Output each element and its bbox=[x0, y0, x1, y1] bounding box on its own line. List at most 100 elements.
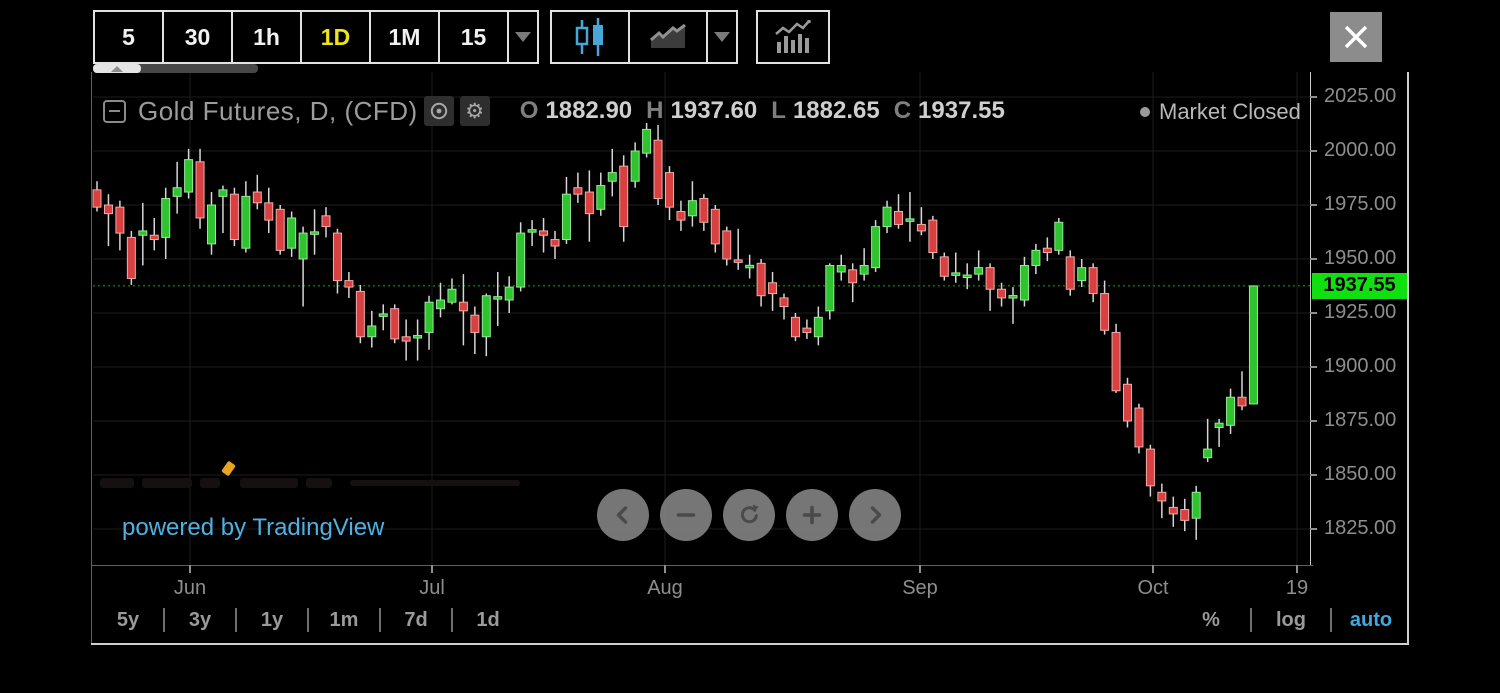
toolbar-scrollbar-handle[interactable] bbox=[93, 64, 141, 73]
candlestick-chart-button[interactable] bbox=[550, 10, 630, 64]
price-tick-label: 1875.00 bbox=[1324, 409, 1397, 431]
minus-icon bbox=[676, 513, 696, 517]
symbol-title: Gold Futures, D, (CFD) bbox=[138, 95, 418, 126]
time-axis[interactable]: Jun Jul Aug Sep Oct 19 bbox=[0, 565, 1410, 605]
scroll-left-button[interactable] bbox=[597, 489, 649, 541]
chevron-down-icon bbox=[515, 32, 531, 42]
low-label: L bbox=[771, 97, 786, 124]
area-chart-icon bbox=[650, 24, 686, 48]
price-tick-label: 1975.00 bbox=[1324, 193, 1397, 215]
time-tick-label: Aug bbox=[647, 577, 683, 599]
close-value: 1937.55 bbox=[918, 97, 1005, 124]
interval-button-30[interactable]: 30 bbox=[162, 10, 233, 64]
toolbar-scrollbar[interactable] bbox=[93, 64, 258, 73]
indicators-icon bbox=[775, 20, 811, 53]
market-status-label: Market Closed bbox=[1159, 99, 1301, 124]
price-tick bbox=[1310, 366, 1317, 368]
settings-button[interactable]: ⚙ bbox=[459, 96, 490, 126]
circle-dot-icon bbox=[430, 102, 447, 120]
time-tick bbox=[664, 565, 666, 573]
close-button[interactable] bbox=[1330, 12, 1382, 62]
price-tick bbox=[1310, 420, 1317, 422]
divider bbox=[1250, 608, 1252, 632]
indicators-button[interactable] bbox=[756, 10, 830, 64]
price-tick bbox=[1310, 96, 1317, 98]
interval-button-1m[interactable]: 1M bbox=[369, 10, 440, 64]
chart-type-toolbar bbox=[550, 10, 830, 64]
powered-by-link[interactable]: powered by TradingView bbox=[122, 514, 385, 541]
plus-icon bbox=[802, 505, 822, 525]
divider bbox=[163, 608, 165, 632]
chevron-right-icon bbox=[870, 506, 882, 524]
price-tick bbox=[1310, 204, 1317, 206]
status-dot-icon bbox=[1140, 107, 1150, 117]
time-tick bbox=[189, 565, 191, 573]
price-tick bbox=[1310, 528, 1317, 530]
time-tick-label: Oct bbox=[1137, 577, 1169, 599]
percent-scale-button[interactable]: % bbox=[1202, 608, 1220, 631]
price-tick-label: 2025.00 bbox=[1324, 85, 1397, 107]
range-button-1y[interactable]: 1y bbox=[260, 608, 284, 631]
chevron-down-icon bbox=[714, 32, 730, 42]
chart-type-dropdown-button[interactable] bbox=[706, 10, 738, 64]
range-button-1d[interactable]: 1d bbox=[476, 608, 500, 631]
zoom-out-button[interactable] bbox=[660, 489, 712, 541]
price-tick bbox=[1310, 258, 1317, 260]
time-tick bbox=[431, 565, 433, 573]
divider bbox=[307, 608, 309, 632]
range-button-1m[interactable]: 1m bbox=[329, 608, 359, 631]
scroll-right-button[interactable] bbox=[849, 489, 901, 541]
range-toolbar: 5y 3y 1y 1m 7d 1d bbox=[93, 606, 523, 634]
interval-dropdown-button[interactable] bbox=[507, 10, 539, 64]
reset-view-button[interactable] bbox=[723, 489, 775, 541]
time-tick-label: Jun bbox=[173, 577, 207, 599]
price-tick bbox=[1310, 474, 1317, 476]
price-tick-label: 1900.00 bbox=[1324, 355, 1397, 377]
time-tick-label: Jul bbox=[419, 577, 445, 599]
gear-icon: ⚙ bbox=[465, 99, 485, 123]
range-button-3y[interactable]: 3y bbox=[188, 608, 212, 631]
low-value: 1882.65 bbox=[792, 97, 880, 124]
chevron-left-icon bbox=[616, 506, 628, 524]
price-tick-label: 2000.00 bbox=[1324, 139, 1397, 161]
interval-button-15[interactable]: 15 bbox=[438, 10, 509, 64]
divider bbox=[379, 608, 381, 632]
visibility-button[interactable] bbox=[423, 96, 454, 126]
widget-bottom-border bbox=[91, 643, 1409, 645]
range-button-7d[interactable]: 7d bbox=[404, 608, 428, 631]
divider bbox=[235, 608, 237, 632]
price-tick bbox=[1310, 312, 1317, 314]
range-button-5y[interactable]: 5y bbox=[116, 608, 140, 631]
divider bbox=[1330, 608, 1332, 632]
rotate-icon bbox=[740, 504, 759, 524]
collapse-button[interactable] bbox=[103, 99, 126, 123]
open-value: 1882.90 bbox=[545, 97, 633, 124]
ohlc-readout: O 1882.90 H 1937.60 L 1882.65 C 1937.55 bbox=[506, 97, 1005, 125]
interval-button-1h[interactable]: 1h bbox=[231, 10, 302, 64]
interval-button-5[interactable]: 5 bbox=[93, 10, 164, 64]
time-axis-separator bbox=[91, 565, 1313, 566]
zoom-in-button[interactable] bbox=[786, 489, 838, 541]
log-scale-button[interactable]: log bbox=[1276, 608, 1306, 631]
high-label: H bbox=[646, 97, 664, 124]
divider bbox=[451, 608, 453, 632]
triangle-up-icon bbox=[111, 65, 123, 72]
open-label: O bbox=[519, 97, 539, 124]
time-tick-label: Sep bbox=[902, 577, 938, 599]
chart-header: Gold Futures, D, (CFD) ⚙ O 1882.90 H 193… bbox=[103, 95, 1005, 127]
auto-scale-button[interactable]: auto bbox=[1349, 608, 1393, 631]
time-tick bbox=[919, 565, 921, 573]
interval-toolbar: 5 30 1h 1D 1M 15 bbox=[93, 10, 539, 64]
interval-button-1d[interactable]: 1D bbox=[300, 10, 371, 64]
time-tick bbox=[1152, 565, 1154, 573]
widget-right-border bbox=[1407, 72, 1409, 644]
price-axis[interactable]: 2025.00 2000.00 1975.00 1950.00 1925.00 1900.… bbox=[1310, 72, 1410, 565]
area-chart-button[interactable] bbox=[628, 10, 708, 64]
candlestick-chart-icon bbox=[575, 18, 603, 56]
close-icon bbox=[1344, 25, 1368, 49]
widget-left-border bbox=[91, 72, 92, 644]
price-tick-label: 1825.00 bbox=[1324, 517, 1397, 539]
close-label: C bbox=[893, 97, 912, 124]
